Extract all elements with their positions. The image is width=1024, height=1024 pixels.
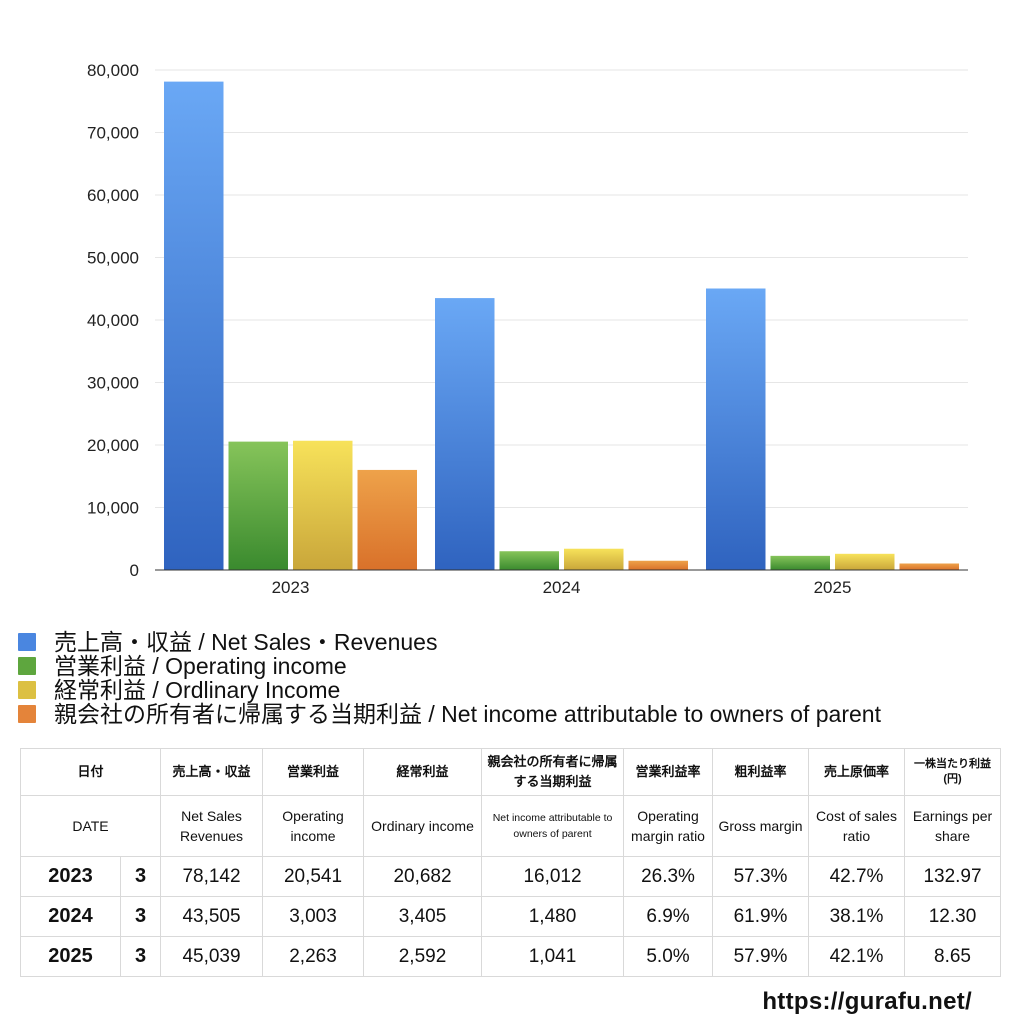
legend-swatch: [18, 633, 36, 651]
x-tick-label: 2023: [272, 578, 310, 597]
bar-2025-series-0: [706, 288, 766, 570]
legend-swatch: [18, 681, 36, 699]
bar-2023-series-3: [357, 469, 417, 570]
header-sales-en: Net Sales Revenues: [160, 795, 264, 857]
table-row-2025: 2025 3 45,039 2,263 2,592 1,041 5.0% 57.…: [20, 936, 1002, 977]
cell-op-margin: 26.3%: [623, 856, 714, 897]
y-tick-label: 40,000: [87, 311, 139, 330]
cell-cost-ratio: 38.1%: [808, 896, 906, 937]
bar-2025-series-3: [899, 563, 959, 570]
header-net-income-en: Net income attributable to owners of par…: [481, 795, 625, 857]
bar-chart: 0 10,000 20,000 30,000 40,000 50,000 60,000 70,…: [87, 61, 968, 597]
grid-lines: [155, 69, 968, 508]
legend-item-ordinary-income: 経常利益 / Ordlinary Income: [18, 678, 881, 702]
bar-2024-series-1: [499, 551, 559, 570]
cell-op-margin: 6.9%: [623, 896, 714, 937]
header-cost-ratio-ja: 売上原価率: [808, 748, 906, 796]
bar-2023-series-0: [164, 81, 224, 571]
cell-eps: 132.97: [904, 856, 1002, 897]
header-ordinary-en: Ordinary income: [363, 795, 483, 857]
header-eps-ja: 一株当たり利益(円): [904, 748, 1002, 796]
cell-sales: 78,142: [160, 856, 264, 897]
cell-operating: 20,541: [262, 856, 365, 897]
cell-gross-margin: 57.3%: [712, 856, 810, 897]
bar-2025-series-1: [770, 555, 830, 570]
header-operating-ja: 営業利益: [262, 748, 365, 796]
cell-operating: 3,003: [262, 896, 365, 937]
table-row-2024: 2024 3 43,505 3,003 3,405 1,480 6.9% 61.…: [20, 896, 1002, 937]
cell-op-margin: 5.0%: [623, 936, 714, 977]
header-ordinary-ja: 経常利益: [363, 748, 483, 796]
cell-net-income: 16,012: [481, 856, 625, 897]
x-tick-label: 2024: [543, 578, 581, 597]
table-row-2023: 2023 3 78,142 20,541 20,682 16,012 26.3%…: [20, 856, 1002, 897]
header-op-margin-en: Operating margin ratio: [623, 795, 714, 857]
legend-item-net-sales: 売上高・収益 / Net Sales・Revenues: [18, 630, 881, 654]
cell-cost-ratio: 42.1%: [808, 936, 906, 977]
y-tick-label: 30,000: [87, 374, 139, 393]
cell-month: 3: [119, 856, 162, 897]
bar-2024-series-3: [628, 560, 688, 570]
header-gross-margin-ja: 粗利益率: [712, 748, 810, 796]
cell-eps: 8.65: [904, 936, 1002, 977]
header-row-en: DATE Net Sales Revenues Operating income…: [19, 795, 1002, 857]
legend-item-operating-income: 営業利益 / Operating income: [18, 654, 881, 678]
cell-cost-ratio: 42.7%: [808, 856, 906, 897]
y-tick-label: 70,000: [87, 124, 139, 143]
bar-2025-series-2: [835, 553, 895, 570]
cell-gross-margin: 57.9%: [712, 936, 810, 977]
legend: 売上高・収益 / Net Sales・Revenues 営業利益 / Opera…: [18, 630, 881, 726]
cell-sales: 43,505: [160, 896, 264, 937]
y-tick-label: 10,000: [87, 499, 139, 518]
y-tick-label: 60,000: [87, 186, 139, 205]
cell-eps: 12.30: [904, 896, 1002, 937]
header-row-ja: 日付 売上高・収益 営業利益 経常利益 親会社の所有者に帰属する当期利益 営業利…: [19, 748, 1002, 796]
cell-net-income: 1,480: [481, 896, 625, 937]
cell-ordinary: 3,405: [363, 896, 483, 937]
cell-gross-margin: 61.9%: [712, 896, 810, 937]
bar-2023-series-1: [228, 441, 288, 570]
legend-label: 親会社の所有者に帰属する当期利益 / Net income attributab…: [54, 701, 881, 727]
header-date-en: DATE: [19, 795, 162, 857]
bar-2024-series-0: [435, 298, 495, 570]
header-net-income-ja: 親会社の所有者に帰属する当期利益: [481, 748, 625, 796]
header-sales-ja: 売上高・収益: [160, 748, 264, 796]
bars: [164, 81, 959, 571]
cell-ordinary: 2,592: [363, 936, 483, 977]
cell-year: 2023: [20, 856, 121, 897]
y-tick-label: 80,000: [87, 61, 139, 80]
cell-year: 2025: [20, 936, 121, 977]
site-credit: https://gurafu.net/: [762, 988, 972, 1015]
header-date-ja: 日付: [19, 748, 162, 796]
cell-month: 3: [119, 896, 162, 937]
cell-net-income: 1,041: [481, 936, 625, 977]
header-cost-ratio-en: Cost of sales ratio: [808, 795, 906, 857]
financial-table: 日付 売上高・収益 営業利益 経常利益 親会社の所有者に帰属する当期利益 営業利…: [19, 748, 1002, 977]
bar-2023-series-2: [293, 440, 353, 570]
bar-2024-series-2: [564, 548, 624, 570]
cell-ordinary: 20,682: [363, 856, 483, 897]
x-tick-label: 2025: [814, 578, 852, 597]
legend-label: 経常利益 / Ordlinary Income: [54, 677, 341, 703]
y-tick-label: 0: [130, 561, 139, 580]
legend-label: 営業利益 / Operating income: [54, 653, 347, 679]
y-tick-label: 50,000: [87, 249, 139, 268]
cell-sales: 45,039: [160, 936, 264, 977]
y-axis-ticks: 0 10,000 20,000 30,000 40,000 50,000 60,000 70,…: [87, 61, 139, 580]
x-axis-ticks: 2023 2024 2025: [272, 578, 852, 597]
header-op-margin-ja: 営業利益率: [623, 748, 714, 796]
header-gross-margin-en: Gross margin: [712, 795, 810, 857]
cell-month: 3: [119, 936, 162, 977]
y-tick-label: 20,000: [87, 436, 139, 455]
legend-label: 売上高・収益 / Net Sales・Revenues: [54, 629, 438, 655]
cell-operating: 2,263: [262, 936, 365, 977]
cell-year: 2024: [20, 896, 121, 937]
header-operating-en: Operating income: [262, 795, 365, 857]
header-eps-en: Earnings per share: [904, 795, 1002, 857]
legend-item-net-income: 親会社の所有者に帰属する当期利益 / Net income attributab…: [18, 702, 881, 726]
legend-swatch: [18, 657, 36, 675]
legend-swatch: [18, 705, 36, 723]
